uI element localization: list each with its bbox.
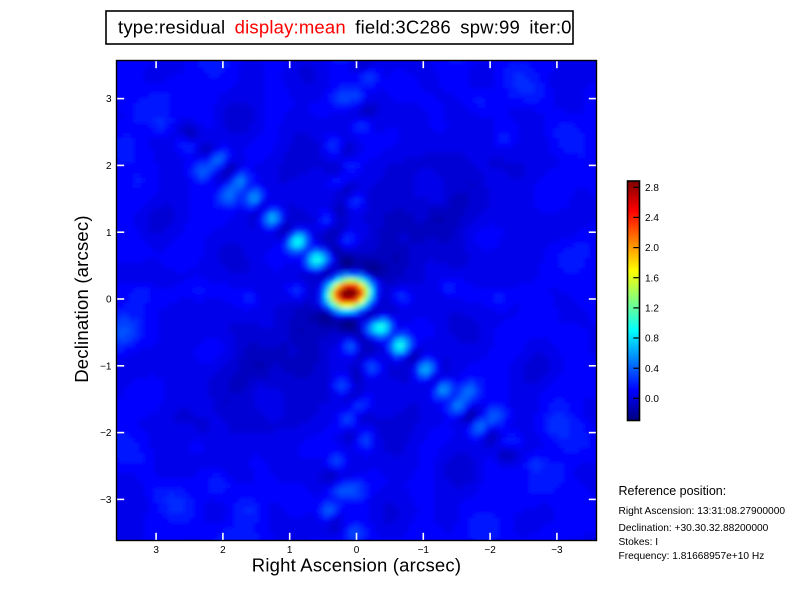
svg-text:−1: −1 <box>100 361 112 372</box>
svg-text:−3: −3 <box>551 545 563 556</box>
svg-text:Reference position:: Reference position: <box>619 484 727 498</box>
svg-text:Right Ascension (arcsec): Right Ascension (arcsec) <box>252 555 461 576</box>
svg-text:2.4: 2.4 <box>645 213 659 224</box>
svg-text:Right Ascension: 13:31:08.2790: Right Ascension: 13:31:08.27900000 <box>619 506 786 517</box>
svg-text:1.6: 1.6 <box>645 273 659 284</box>
svg-text:Stokes: I: Stokes: I <box>619 537 659 548</box>
svg-text:0: 0 <box>354 545 360 556</box>
svg-text:1: 1 <box>106 228 112 239</box>
svg-text:3: 3 <box>106 94 112 105</box>
svg-text:0.0: 0.0 <box>645 394 659 405</box>
svg-text:2: 2 <box>106 161 112 172</box>
svg-text:type:residual display:mean fie: type:residual display:mean field:3C286 s… <box>118 17 572 38</box>
svg-text:0.8: 0.8 <box>645 334 659 345</box>
svg-text:−3: −3 <box>100 495 112 506</box>
svg-text:3: 3 <box>153 545 159 556</box>
svg-text:2.0: 2.0 <box>645 243 659 254</box>
svg-text:−1: −1 <box>418 545 430 556</box>
svg-text:1.2: 1.2 <box>645 304 659 315</box>
svg-text:Declination: +30.30.32.8820000: Declination: +30.30.32.88200000 <box>619 523 769 534</box>
svg-text:0.4: 0.4 <box>645 364 659 375</box>
svg-text:2: 2 <box>220 545 226 556</box>
svg-text:2.8: 2.8 <box>645 183 659 194</box>
svg-text:Frequency: 1.81668957e+10 Hz: Frequency: 1.81668957e+10 Hz <box>619 551 765 562</box>
svg-text:Declination (arcsec): Declination (arcsec) <box>71 215 92 382</box>
svg-text:0: 0 <box>106 295 112 306</box>
svg-text:−2: −2 <box>484 545 496 556</box>
svg-text:1: 1 <box>287 545 293 556</box>
svg-text:−2: −2 <box>100 428 112 439</box>
